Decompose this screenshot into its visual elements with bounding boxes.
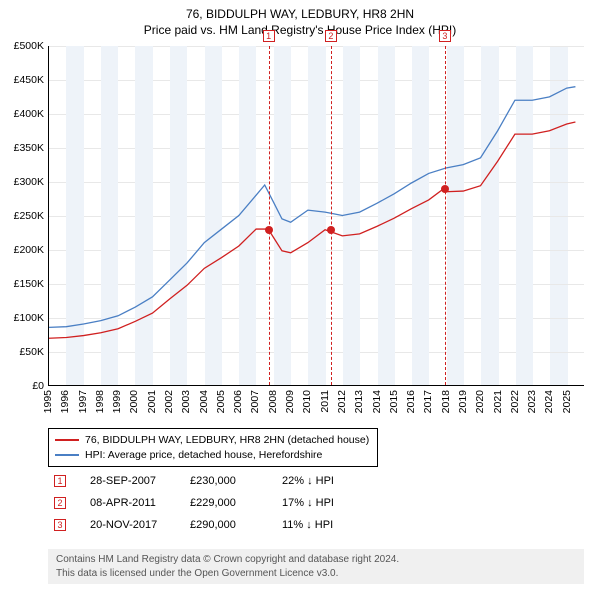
marker-dot-2	[327, 226, 335, 234]
x-tick-label: 2021	[492, 390, 504, 413]
y-tick-label: £50K	[0, 346, 44, 358]
x-tick-label: 2002	[163, 390, 175, 413]
x-tick-label: 2008	[267, 390, 279, 413]
marker-dot-1	[265, 226, 273, 234]
x-tick-label: 2006	[232, 390, 244, 413]
chart-titles: 76, BIDDULPH WAY, LEDBURY, HR8 2HN Price…	[0, 0, 600, 38]
marker-box-2: 2	[325, 30, 337, 42]
x-tick-label: 2018	[440, 390, 452, 413]
x-tick-label: 2020	[474, 390, 486, 413]
y-tick-label: £250K	[0, 210, 44, 222]
marker-box-3: 3	[439, 30, 451, 42]
x-tick-label: 1996	[59, 390, 71, 413]
line-series-svg	[49, 46, 584, 385]
legend-swatch-property	[55, 439, 79, 441]
marker-table-date: 08-APR-2011	[78, 497, 178, 509]
x-tick-label: 2009	[284, 390, 296, 413]
x-tick-label: 1999	[111, 390, 123, 413]
y-tick-label: £450K	[0, 74, 44, 86]
marker-line-2	[331, 46, 332, 385]
marker-table-row: 1 28-SEP-2007 £230,000 22% ↓ HPI	[48, 470, 382, 492]
plot-area: 123	[48, 46, 584, 386]
marker-table: 1 28-SEP-2007 £230,000 22% ↓ HPI 2 08-APR-201…	[48, 470, 382, 536]
y-tick-label: £0	[0, 380, 44, 392]
y-tick-label: £150K	[0, 278, 44, 290]
x-tick-label: 2003	[180, 390, 192, 413]
x-tick-label: 1998	[94, 390, 106, 413]
attribution-footer: Contains HM Land Registry data © Crown c…	[48, 549, 584, 584]
marker-dot-3	[441, 185, 449, 193]
marker-table-box: 2	[54, 497, 66, 509]
y-tick-label: £200K	[0, 244, 44, 256]
title-line-1: 76, BIDDULPH WAY, LEDBURY, HR8 2HN	[0, 6, 600, 22]
x-tick-label: 2022	[509, 390, 521, 413]
x-tick-label: 2001	[146, 390, 158, 413]
y-tick-label: £350K	[0, 142, 44, 154]
x-tick-label: 1997	[77, 390, 89, 413]
marker-table-price: £229,000	[190, 497, 270, 509]
marker-table-box: 1	[54, 475, 66, 487]
x-tick-label: 2014	[371, 390, 383, 413]
marker-line-3	[445, 46, 446, 385]
marker-table-price: £290,000	[190, 519, 270, 531]
x-tick-label: 2023	[526, 390, 538, 413]
x-tick-label: 1995	[42, 390, 54, 413]
series-line-hpi	[49, 87, 575, 328]
x-tick-label: 2024	[543, 390, 555, 413]
x-tick-label: 2016	[405, 390, 417, 413]
x-tick-label: 2015	[388, 390, 400, 413]
marker-table-note: 17% ↓ HPI	[282, 497, 382, 509]
marker-table-date: 20-NOV-2017	[78, 519, 178, 531]
y-tick-label: £500K	[0, 40, 44, 52]
marker-box-1: 1	[263, 30, 275, 42]
legend-swatch-hpi	[55, 454, 79, 456]
marker-table-box: 3	[54, 519, 66, 531]
x-tick-label: 2010	[301, 390, 313, 413]
marker-table-note: 11% ↓ HPI	[282, 519, 382, 531]
x-tick-label: 2004	[198, 390, 210, 413]
y-tick-label: £300K	[0, 176, 44, 188]
footer-line-2: This data is licensed under the Open Gov…	[56, 567, 576, 581]
x-tick-label: 2007	[249, 390, 261, 413]
marker-table-price: £230,000	[190, 475, 270, 487]
marker-table-row: 2 08-APR-2011 £229,000 17% ↓ HPI	[48, 492, 382, 514]
x-tick-label: 2017	[422, 390, 434, 413]
legend-box: 76, BIDDULPH WAY, LEDBURY, HR8 2HN (deta…	[48, 428, 378, 467]
x-tick-label: 2005	[215, 390, 227, 413]
series-line-property	[49, 122, 575, 338]
x-tick-label: 2011	[319, 390, 331, 413]
legend-label-property: 76, BIDDULPH WAY, LEDBURY, HR8 2HN (deta…	[85, 433, 369, 448]
chart-container: 76, BIDDULPH WAY, LEDBURY, HR8 2HN Price…	[0, 0, 600, 590]
legend-row-hpi: HPI: Average price, detached house, Here…	[55, 448, 369, 463]
title-line-2: Price paid vs. HM Land Registry's House …	[0, 22, 600, 38]
y-tick-label: £400K	[0, 108, 44, 120]
marker-table-date: 28-SEP-2007	[78, 475, 178, 487]
footer-line-1: Contains HM Land Registry data © Crown c…	[56, 553, 576, 567]
x-tick-label: 2000	[128, 390, 140, 413]
x-tick-label: 2019	[457, 390, 469, 413]
marker-table-note: 22% ↓ HPI	[282, 475, 382, 487]
legend-label-hpi: HPI: Average price, detached house, Here…	[85, 448, 322, 463]
legend-row-property: 76, BIDDULPH WAY, LEDBURY, HR8 2HN (deta…	[55, 433, 369, 448]
marker-line-1	[269, 46, 270, 385]
x-tick-label: 2025	[561, 390, 573, 413]
x-tick-label: 2013	[353, 390, 365, 413]
marker-table-row: 3 20-NOV-2017 £290,000 11% ↓ HPI	[48, 514, 382, 536]
y-tick-label: £100K	[0, 312, 44, 324]
x-tick-label: 2012	[336, 390, 348, 413]
